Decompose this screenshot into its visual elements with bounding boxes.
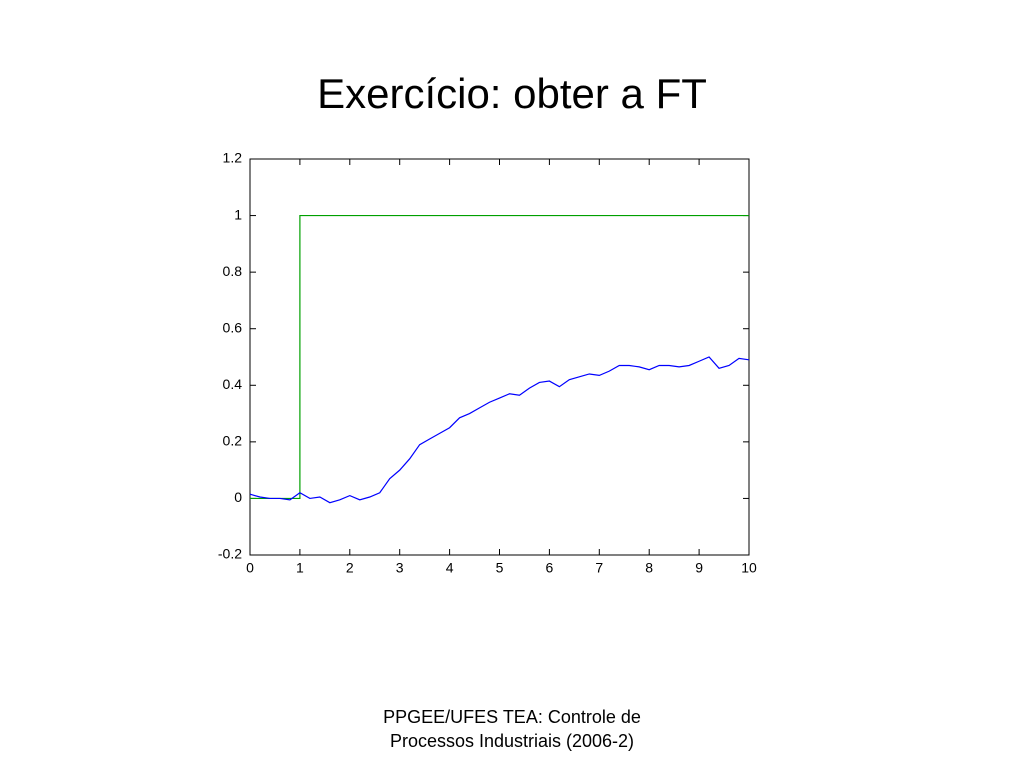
x-tick-label: 2: [346, 560, 354, 576]
x-tick-label: 4: [446, 560, 454, 576]
y-tick-label: -0.2: [218, 546, 242, 562]
x-tick-label: 3: [396, 560, 404, 576]
x-tick-label: 0: [246, 560, 254, 576]
y-tick-label: 0.2: [223, 433, 243, 449]
x-tick-label: 7: [595, 560, 603, 576]
x-tick-label: 5: [496, 560, 504, 576]
x-tick-label: 10: [741, 560, 757, 576]
y-tick-label: 0.8: [223, 263, 243, 279]
x-tick-label: 1: [296, 560, 304, 576]
x-tick-label: 6: [546, 560, 554, 576]
x-tick-label: 8: [645, 560, 653, 576]
y-tick-label: 1: [234, 206, 242, 222]
x-tick-label: 9: [695, 560, 703, 576]
series-line: [249, 356, 750, 504]
y-tick-label: 0: [234, 489, 242, 505]
footer-line: PPGEE/UFES TEA: Controle de: [383, 707, 641, 727]
y-tick-label: 0.4: [223, 376, 243, 392]
footer-line: Processos Industriais (2006-2): [390, 731, 634, 751]
plot-frame: [249, 158, 750, 556]
y-tick-label: 0.6: [223, 319, 243, 335]
slide-title: Exercício: obter a FT: [317, 70, 707, 117]
y-tick-label: 1.2: [223, 150, 243, 166]
